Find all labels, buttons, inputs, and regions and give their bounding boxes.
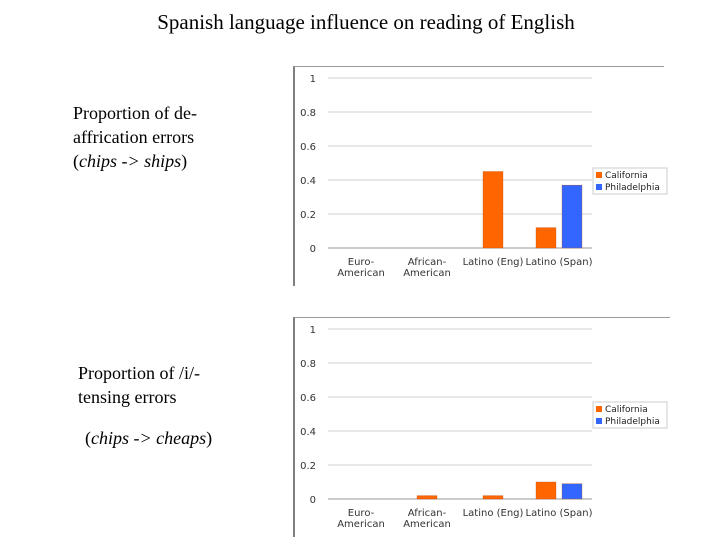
example-text: chips -> ships (79, 151, 182, 171)
legend: California Philadelphia (592, 401, 668, 429)
example-close-paren: ) (206, 428, 213, 448)
legend: California Philadelphia (592, 167, 668, 195)
x-tick-label: American (403, 519, 451, 530)
x-tick-label: Latino (Eng) (463, 508, 524, 519)
x-tick-label: American (337, 519, 385, 530)
x-tick-label: Latino (Span) (526, 508, 593, 519)
y-tick-label: 0.2 (300, 210, 316, 221)
chart1-description: Proportion of de- affrication errors (ch… (73, 101, 273, 173)
legend-label: Philadelphia (605, 183, 660, 193)
example-close-paren: ) (181, 151, 188, 171)
example-open-paren: ( (73, 151, 79, 171)
y-tick-label: 0.8 (300, 108, 316, 119)
bar-california (416, 495, 438, 500)
chart2-description: Proportion of /i/- tensing errors (chips… (78, 361, 278, 450)
y-tick-label: 0.4 (300, 427, 316, 438)
tensing-chart: 00.20.40.60.81Euro-AmericanAfrican-Ameri… (293, 317, 670, 537)
legend-swatch (596, 418, 602, 424)
y-tick-label: 0 (310, 495, 316, 506)
bar-philadelphia (561, 184, 583, 249)
description-line: tensing errors (78, 387, 177, 407)
x-tick-label: American (403, 268, 451, 279)
description-line: Proportion of /i/- (78, 363, 200, 383)
legend-swatch (596, 406, 602, 412)
description-example: (chips -> ships) (73, 149, 273, 173)
legend-label: California (605, 405, 648, 415)
x-tick-label: American (337, 268, 385, 279)
y-tick-label: 0.8 (300, 359, 316, 370)
bar-california (482, 171, 504, 249)
page-title: Spanish language influence on reading of… (157, 10, 575, 34)
y-tick-label: 1 (310, 74, 316, 85)
y-tick-label: 0 (310, 244, 316, 255)
deaffrication-chart: 00.20.40.60.81Euro-AmericanAfrican-Ameri… (293, 66, 668, 286)
legend-swatch (596, 172, 602, 178)
bar-california (535, 481, 557, 500)
example-text: chips -> cheaps (91, 428, 207, 448)
bar-philadelphia (561, 483, 583, 500)
legend-box (592, 167, 668, 195)
legend-box (592, 401, 668, 429)
y-tick-label: 1 (310, 325, 316, 336)
description-line: Proportion of de- (73, 103, 197, 123)
x-tick-label: Latino (Eng) (463, 257, 524, 268)
bar-california (535, 227, 557, 249)
description-example: (chips -> cheaps) (78, 426, 278, 450)
x-tick-label: African- (408, 508, 447, 519)
bar-california (482, 495, 504, 500)
y-tick-label: 0.4 (300, 176, 316, 187)
x-tick-label: Latino (Span) (526, 257, 593, 268)
x-tick-label: Euro- (348, 508, 375, 519)
x-tick-label: African- (408, 257, 447, 268)
legend-label: Philadelphia (605, 417, 660, 427)
description-line: affrication errors (73, 127, 195, 147)
y-tick-label: 0.6 (300, 393, 316, 404)
y-tick-label: 0.2 (300, 461, 316, 472)
legend-label: California (605, 171, 648, 181)
y-tick-label: 0.6 (300, 142, 316, 153)
legend-swatch (596, 184, 602, 190)
example-open-paren: ( (85, 428, 91, 448)
x-tick-label: Euro- (348, 257, 375, 268)
